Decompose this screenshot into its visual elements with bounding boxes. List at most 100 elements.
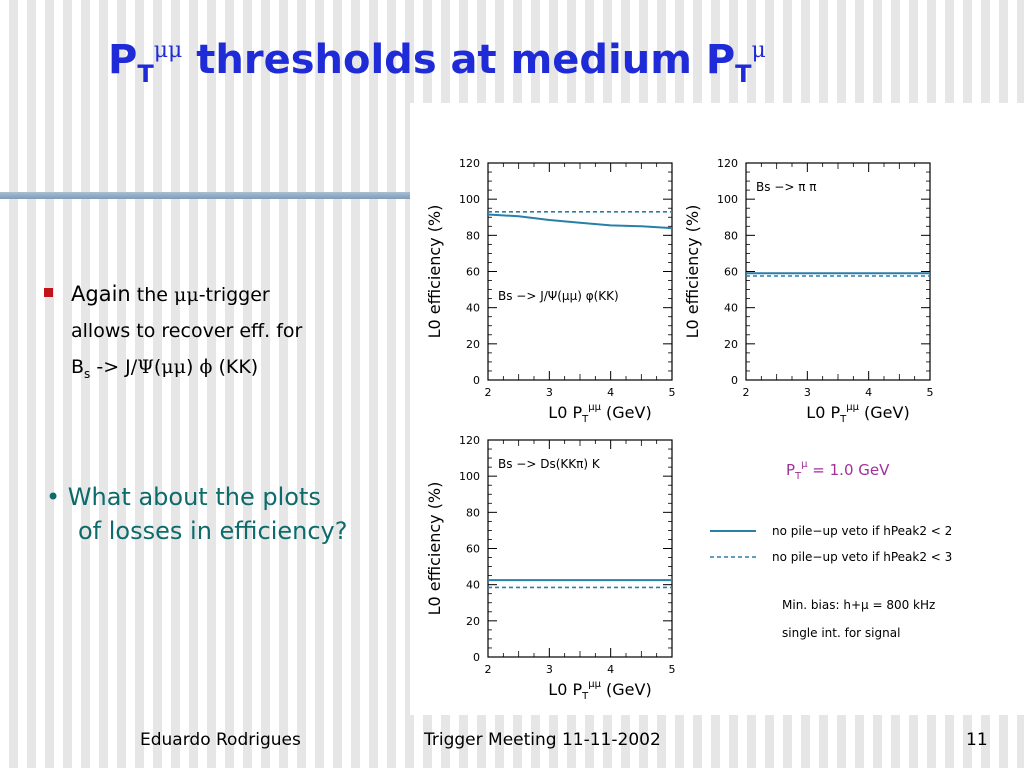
- bullet1-line1: Again the μμ-trigger: [44, 276, 404, 313]
- bullet2-line1: • What about the plots: [46, 483, 321, 511]
- plot3-ytick-label-100: 100: [459, 470, 480, 483]
- slide-title: PTμμ thresholds at medium PTμ: [108, 37, 766, 88]
- plots-panel: 0 20 40 60 80 100 120 2 3 4 5 Bs −> J/Ψ(μμ) φ(KK) L0…: [410, 103, 1024, 715]
- plot3-xtick-label-4: 4: [607, 663, 614, 676]
- plot2-frame: [745, 162, 931, 381]
- legend-threshold-part-1: T: [794, 471, 802, 482]
- plot3-ytick-label-120: 120: [459, 434, 480, 447]
- title-main: thresholds at medium P: [196, 37, 736, 83]
- plot1-ytick-label-100: 100: [459, 193, 480, 206]
- plot3-ytick-label-20: 20: [466, 615, 480, 628]
- bullet-recover-efficiency: Again the μμ-trigger allows to recover e…: [44, 276, 404, 392]
- plot1-ytick-label-0: 0: [473, 374, 480, 387]
- legend-minbias: Min. bias: h+μ = 800 kHz: [782, 598, 935, 612]
- bullet1-mumu: μμ: [174, 284, 199, 306]
- plot3-xlabel-part-0: L0 P: [548, 680, 582, 699]
- footer-page-number: 11: [966, 730, 988, 750]
- bullet2-line2: of losses in efficiency?: [78, 517, 348, 545]
- plot3-ytick-label-0: 0: [473, 651, 480, 664]
- plot2-ylabel: L0 efficiency (%): [683, 205, 702, 339]
- plot2-xtick-label-3: 3: [804, 386, 811, 399]
- bullet-losses-question: • What about the plots of losses in effi…: [46, 480, 416, 548]
- plot1-ytick-label-20: 20: [466, 338, 480, 351]
- plot1-xlabel-part-0: L0 P: [548, 403, 582, 422]
- bullet1-trigger: -trigger: [198, 284, 270, 306]
- plot1-series-solid: [487, 213, 673, 230]
- plot1-annotation: Bs −> J/Ψ(μμ) φ(KK): [498, 289, 619, 303]
- plot3-xlabel-part-3: (GeV): [601, 680, 652, 699]
- plot3-frame: [487, 439, 673, 658]
- title-prefix-sub: T: [137, 60, 154, 88]
- plot2-annotation: Bs −> π π: [756, 180, 817, 194]
- plot2-ytick-label-40: 40: [724, 302, 738, 315]
- plot2-xtick-label-2: 2: [743, 386, 750, 399]
- bullet1-line3: Bs -> J/Ψ(μμ) ϕ (KK): [44, 349, 404, 392]
- plot2-xlabel: L0 PTμμ (GeV): [806, 402, 909, 425]
- legend-dashed-label: no pile−up veto if hPeak2 < 3: [772, 550, 952, 564]
- plot1-xtick-label-5: 5: [669, 386, 676, 399]
- bullet1-again: Again: [71, 282, 131, 306]
- title-rule: [0, 192, 412, 199]
- plot2-ytick-label-80: 80: [724, 229, 738, 242]
- title-suffix-sup: μ: [751, 38, 766, 63]
- plot3-annotation: Bs −> Ds(KKπ) K: [498, 457, 601, 471]
- bullet-square-icon: [44, 288, 53, 297]
- plot3-xtick-label-5: 5: [669, 663, 676, 676]
- legend-threshold-part-2: μ: [801, 459, 808, 470]
- bullet1-line2: allows to recover eff. for: [71, 320, 303, 342]
- plot2-ytick-label-100: 100: [717, 193, 738, 206]
- bullet1-psi: Ψ: [137, 356, 154, 378]
- plot2-xlabel-part-1: T: [839, 414, 847, 425]
- plot3-ytick-label-80: 80: [466, 506, 480, 519]
- bullet1-kk: (KK): [218, 356, 259, 378]
- plot3-xtick-label-2: 2: [485, 663, 492, 676]
- plot2-ytick-label-20: 20: [724, 338, 738, 351]
- bullet1-B: B: [71, 356, 85, 378]
- title-prefix: P: [108, 37, 138, 83]
- plot3-xlabel: L0 PTμμ (GeV): [548, 679, 651, 702]
- plot1-xtick-label-3: 3: [546, 386, 553, 399]
- footer-author: Eduardo Rodrigues: [140, 730, 301, 750]
- bullet1-the: the: [136, 284, 168, 306]
- plot1-xlabel: L0 PTμμ (GeV): [548, 402, 651, 425]
- plot1-xlabel-part-2: μμ: [588, 402, 601, 413]
- plot1-frame: [487, 162, 673, 381]
- plot3-xtick-label-3: 3: [546, 663, 553, 676]
- plot2-ytick-label-60: 60: [724, 266, 738, 279]
- plot3-ytick-label-60: 60: [466, 543, 480, 556]
- plot1-ytick-label-40: 40: [466, 302, 480, 315]
- plot3-xlabel-part-1: T: [581, 691, 589, 702]
- plot1-ytick-label-60: 60: [466, 266, 480, 279]
- plot2-xlabel-part-3: (GeV): [859, 403, 910, 422]
- plot2-ytick-label-0: 0: [731, 374, 738, 387]
- bullet1-s: s: [84, 366, 91, 381]
- plot3-ytick-label-40: 40: [466, 579, 480, 592]
- plot3-ylabel: L0 efficiency (%): [425, 482, 444, 616]
- bullet1-mumu2: μμ: [161, 356, 186, 378]
- plot2-ytick-label-120: 120: [717, 157, 738, 170]
- bullet1-paren-open: (: [153, 356, 162, 378]
- plot2-xlabel-part-0: L0 P: [806, 403, 840, 422]
- title-prefix-sup: μμ: [153, 38, 183, 63]
- plot1-xtick-label-2: 2: [485, 386, 492, 399]
- plot1-xlabel-part-3: (GeV): [601, 403, 652, 422]
- plot2-xtick-label-5: 5: [927, 386, 934, 399]
- plot2-xlabel-part-2: μμ: [846, 402, 859, 413]
- plot1-ytick-label-120: 120: [459, 157, 480, 170]
- legend-threshold-part-0: P: [786, 461, 795, 479]
- plot1-xlabel-part-1: T: [581, 414, 589, 425]
- plot2-xtick-label-4: 4: [865, 386, 872, 399]
- plot3-xlabel-part-2: μμ: [588, 679, 601, 690]
- plot1-ytick-label-80: 80: [466, 229, 480, 242]
- legend-single-int: single int. for signal: [782, 626, 900, 640]
- legend-threshold: PTμ = 1.0 GeV: [786, 459, 890, 482]
- footer-meeting: Trigger Meeting 11-11-2002: [424, 730, 661, 750]
- legend-solid-label: no pile−up veto if hPeak2 < 2: [772, 524, 952, 538]
- title-suffix-sub: T: [735, 60, 752, 88]
- legend-threshold-part-3: = 1.0 GeV: [808, 461, 891, 479]
- bullet1-paren-close: ): [185, 356, 194, 378]
- bullet1-phi: ϕ: [199, 356, 213, 378]
- plot1-ylabel: L0 efficiency (%): [425, 205, 444, 339]
- plot1-xtick-label-4: 4: [607, 386, 614, 399]
